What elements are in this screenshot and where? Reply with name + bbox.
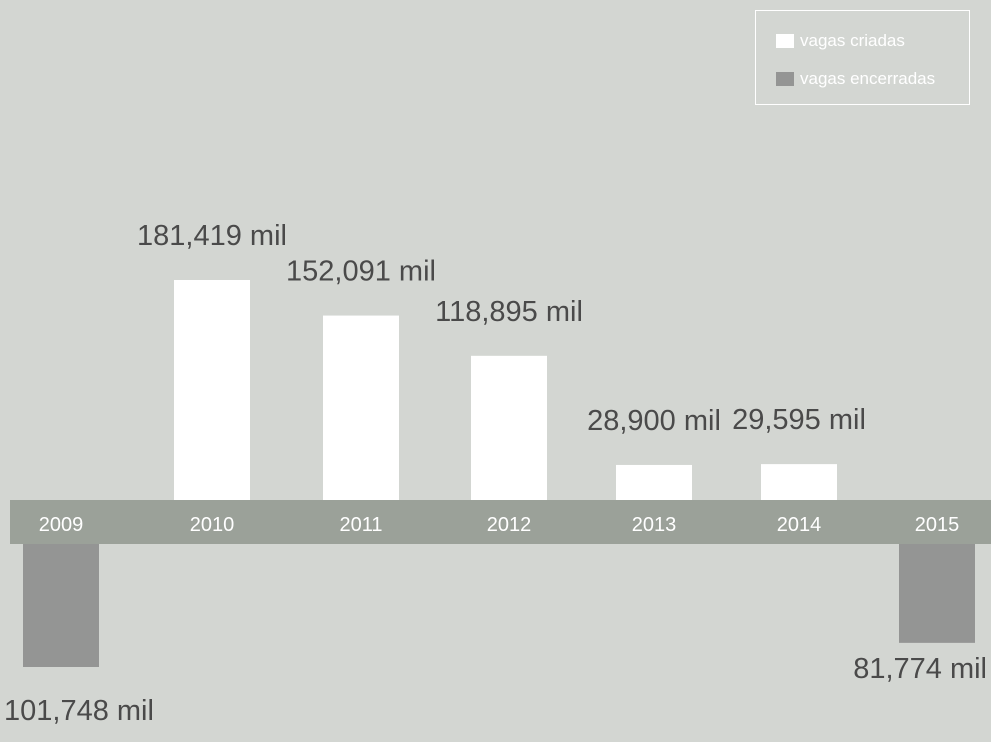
year-label-2015: 2015: [915, 514, 960, 536]
legend: vagas criadas vagas encerradas: [755, 10, 970, 105]
bar-2012: [471, 355, 547, 500]
year-label-2009: 2009: [39, 514, 84, 536]
value-label-2015: 81,774 mil: [853, 653, 987, 685]
bar-2014: [761, 464, 837, 500]
value-label-2014: 29,595 mil: [732, 404, 866, 436]
value-label-2011: 152,091 mil: [286, 256, 436, 288]
legend-swatch-closed: [776, 72, 794, 86]
legend-swatch-created: [776, 34, 794, 48]
legend-label-created: vagas criadas: [800, 31, 905, 50]
bar-2011: [323, 315, 399, 500]
year-labels-group: 2009 2010 2011 2012 2013 2014 2015: [39, 514, 960, 536]
value-label-2012: 118,895 mil: [435, 296, 583, 328]
legend-item-closed: vagas encerradas: [776, 69, 935, 89]
value-labels-group: 101,748 mil 181,419 mil 152,091 mil 118,895…: [4, 220, 987, 727]
bar-2010: [174, 280, 250, 500]
axis-band: [10, 500, 991, 544]
year-label-2012: 2012: [487, 514, 532, 536]
year-label-2014: 2014: [777, 514, 822, 536]
year-label-2011: 2011: [339, 514, 382, 536]
year-label-2010: 2010: [190, 514, 235, 536]
bar-2015: [899, 544, 975, 643]
legend-label-closed: vagas encerradas: [800, 69, 936, 88]
value-label-2013: 28,900 mil: [587, 405, 721, 437]
value-label-2010: 181,419 mil: [137, 220, 287, 252]
bar-2013: [616, 464, 692, 500]
bar-2009: [23, 544, 99, 667]
bars-group: [23, 280, 975, 667]
value-label-2009: 101,748 mil: [4, 695, 154, 727]
year-label-2013: 2013: [632, 514, 677, 536]
legend-item-created: vagas criadas: [776, 31, 905, 51]
